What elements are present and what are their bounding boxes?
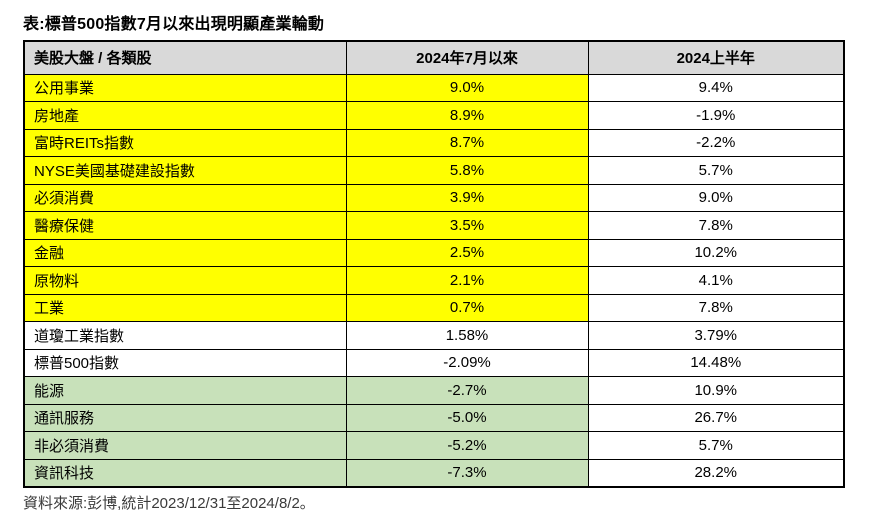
since-july-value-cell: 2.5% (345, 238, 589, 267)
sector-name-cell: 道瓊工業指數 (23, 321, 347, 350)
first-half-value-cell: 5.7% (587, 156, 845, 185)
first-half-value-cell: -1.9% (587, 101, 845, 130)
since-july-value-cell: 8.7% (345, 128, 589, 157)
sector-name-cell: 房地產 (23, 101, 347, 130)
sector-name-cell: 能源 (23, 376, 347, 405)
first-half-value-cell: 7.8% (587, 211, 845, 240)
sector-name-cell: 富時REITs指數 (23, 128, 347, 157)
sector-name-cell: 通訊服務 (23, 403, 347, 432)
first-half-value-cell: 28.2% (587, 458, 845, 487)
table-row: 道瓊工業指數 1.58% 3.79% (23, 321, 845, 350)
table-row: 原物料 2.1% 4.1% (23, 266, 845, 295)
table-row: 能源 -2.7% 10.9% (23, 376, 845, 405)
sector-name-cell: 工業 (23, 293, 347, 322)
sector-name-cell: NYSE美國基礎建設指數 (23, 156, 347, 185)
since-july-value-cell: -5.0% (345, 403, 589, 432)
table-row: 工業 0.7% 7.8% (23, 293, 845, 322)
sector-name-cell: 資訊科技 (23, 458, 347, 487)
first-half-value-cell: 7.8% (587, 293, 845, 322)
table-row: 標普500指數 -2.09% 14.48% (23, 348, 845, 377)
source-note: 資料來源:彭博,統計2023/12/31至2024/8/2。 (23, 495, 315, 512)
since-july-value-cell: 5.8% (345, 156, 589, 185)
table-title: 表:標普500指數7月以來出現明顯產業輪動 (23, 16, 325, 33)
table-row: 通訊服務 -5.0% 26.7% (23, 403, 845, 432)
first-half-value-cell: 9.4% (587, 73, 845, 102)
sector-name-cell: 必須消費 (23, 183, 347, 212)
sector-rotation-table: 美股大盤 / 各類股 2024年7月以來 2024上半年 公用事業 9.0% 9… (23, 40, 845, 488)
column-header-since-july: 2024年7月以來 (345, 40, 589, 75)
table-row: 房地產 8.9% -1.9% (23, 101, 845, 130)
first-half-value-cell: 10.9% (587, 376, 845, 405)
since-july-value-cell: -2.7% (345, 376, 589, 405)
first-half-value-cell: 3.79% (587, 321, 845, 350)
column-header-first-half: 2024上半年 (587, 40, 845, 75)
sector-name-cell: 公用事業 (23, 73, 347, 102)
sector-name-cell: 原物料 (23, 266, 347, 295)
header-row: 美股大盤 / 各類股 2024年7月以來 2024上半年 (23, 40, 845, 75)
sector-name-cell: 醫療保健 (23, 211, 347, 240)
first-half-value-cell: 14.48% (587, 348, 845, 377)
first-half-value-cell: 4.1% (587, 266, 845, 295)
table-row: NYSE美國基礎建設指數 5.8% 5.7% (23, 156, 845, 185)
first-half-value-cell: 10.2% (587, 238, 845, 267)
since-july-value-cell: 1.58% (345, 321, 589, 350)
column-header-sector: 美股大盤 / 各類股 (23, 40, 347, 75)
table-row: 富時REITs指數 8.7% -2.2% (23, 128, 845, 157)
sector-name-cell: 金融 (23, 238, 347, 267)
first-half-value-cell: 5.7% (587, 431, 845, 460)
table-row: 醫療保健 3.5% 7.8% (23, 211, 845, 240)
since-july-value-cell: 8.9% (345, 101, 589, 130)
first-half-value-cell: 26.7% (587, 403, 845, 432)
table-row: 必須消費 3.9% 9.0% (23, 183, 845, 212)
first-half-value-cell: -2.2% (587, 128, 845, 157)
table-row: 公用事業 9.0% 9.4% (23, 73, 845, 102)
since-july-value-cell: -5.2% (345, 431, 589, 460)
table-row: 資訊科技 -7.3% 28.2% (23, 458, 845, 487)
since-july-value-cell: 3.9% (345, 183, 589, 212)
sector-name-cell: 標普500指數 (23, 348, 347, 377)
table-row: 非必須消費 -5.2% 5.7% (23, 431, 845, 460)
sector-name-cell: 非必須消費 (23, 431, 347, 460)
since-july-value-cell: 2.1% (345, 266, 589, 295)
since-july-value-cell: -2.09% (345, 348, 589, 377)
since-july-value-cell: 9.0% (345, 73, 589, 102)
since-july-value-cell: 3.5% (345, 211, 589, 240)
table-row: 金融 2.5% 10.2% (23, 238, 845, 267)
since-july-value-cell: -7.3% (345, 458, 589, 487)
first-half-value-cell: 9.0% (587, 183, 845, 212)
since-july-value-cell: 0.7% (345, 293, 589, 322)
